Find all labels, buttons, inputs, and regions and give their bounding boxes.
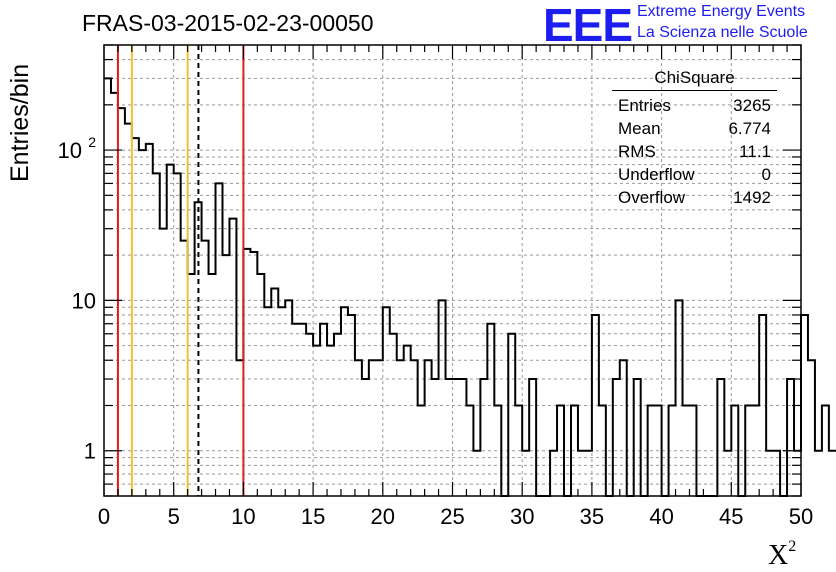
stats-label: Underflow: [618, 165, 695, 184]
y-axis-label: Entries/bin: [6, 63, 34, 182]
stats-label: Overflow: [618, 188, 686, 207]
x-tick-label: 5: [168, 504, 180, 529]
y-tick-label: 10: [72, 288, 96, 313]
logo-line-2: La Scienza nelle Scuole: [637, 24, 808, 41]
stats-row-entries: Entries 3265: [612, 94, 777, 117]
x-tick-label: 15: [301, 504, 325, 529]
x-tick-label: 50: [789, 504, 813, 529]
stats-row-rms: RMS 11.1: [612, 140, 777, 163]
stats-value: 3265: [733, 96, 771, 115]
x-tick-label: 20: [371, 504, 395, 529]
x-axis-label: X2: [768, 538, 797, 572]
x-tick-label: 45: [719, 504, 743, 529]
x-axis-label-sup: 2: [788, 538, 797, 555]
y-tick-label: 1: [84, 439, 96, 464]
stats-label: RMS: [618, 142, 656, 161]
stats-row-overflow: Overflow 1492: [612, 186, 777, 209]
histogram-series: [104, 77, 836, 497]
stats-row-mean: Mean 6.774: [612, 117, 777, 140]
stats-title: ChiSquare: [612, 68, 777, 91]
stats-value: 6.774: [728, 119, 771, 138]
eee-logo: EEE: [543, 0, 633, 51]
y-tick-label-sup: 2: [88, 134, 96, 150]
run-title: FRAS-03-2015-02-23-00050: [82, 10, 374, 36]
stats-value: 1492: [733, 188, 771, 207]
x-tick-label: 25: [440, 504, 464, 529]
stats-value: 11.1: [739, 142, 771, 161]
x-axis-label-base: X: [768, 540, 789, 571]
stats-box: ChiSquare Entries 3265 Mean 6.774 RMS 11…: [612, 68, 777, 209]
stats-label: Entries: [618, 96, 671, 115]
x-tick-label: 0: [98, 504, 110, 529]
y-tick-label: 10: [58, 138, 82, 163]
x-tick-label: 30: [510, 504, 534, 529]
x-tick-label: 35: [580, 504, 604, 529]
stats-value: 0: [761, 165, 771, 184]
x-tick-label: 40: [649, 504, 673, 529]
x-tick-label: 10: [231, 504, 255, 529]
stats-label: Mean: [618, 119, 661, 138]
stats-row-underflow: Underflow 0: [612, 163, 777, 186]
logo-line-1: Extreme Energy Events: [637, 3, 806, 20]
